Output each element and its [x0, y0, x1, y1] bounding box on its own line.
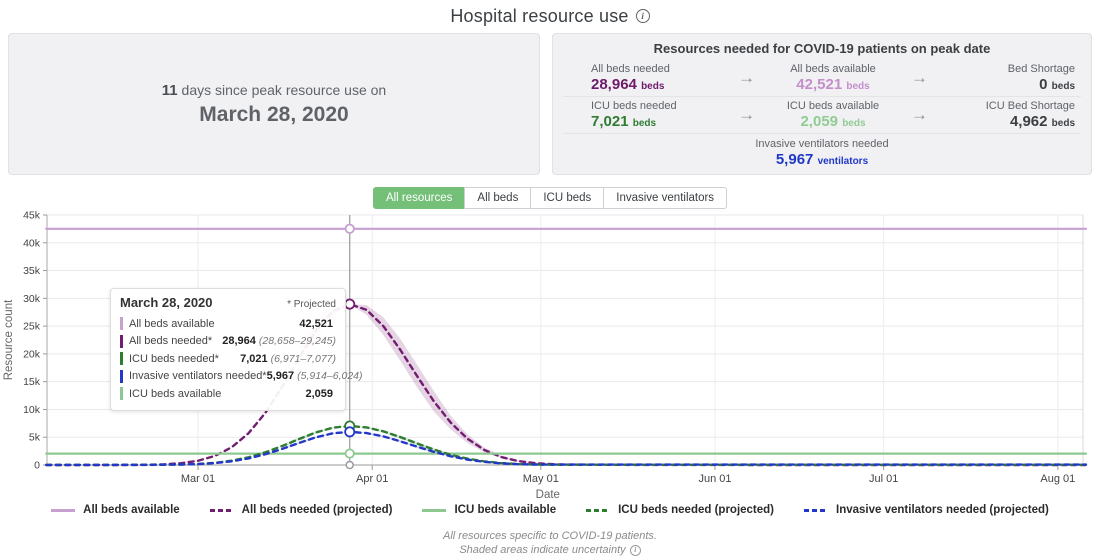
- series-color-bar: [120, 334, 123, 348]
- legend-item[interactable]: All beds available: [51, 504, 180, 516]
- icu-beds-row: ICU beds needed 7,021 beds → ICU beds av…: [563, 97, 1081, 134]
- chart-footnotes: All resources specific to COVID-19 patie…: [0, 529, 1100, 557]
- peak-days-text: 11 days since peak resource use on: [161, 81, 387, 99]
- svg-text:20k: 20k: [23, 348, 41, 360]
- legend-item[interactable]: ICU beds available: [422, 504, 556, 516]
- series-color-bar: [120, 369, 123, 383]
- line-swatch-icon: [51, 508, 76, 512]
- resource-tabs: All resources All beds ICU beds Invasive…: [0, 187, 1100, 209]
- svg-text:30k: 30k: [23, 293, 41, 305]
- tab-all-beds[interactable]: All beds: [464, 187, 532, 209]
- arrow-right-icon: →: [738, 105, 756, 124]
- svg-text:Jun 01: Jun 01: [699, 473, 732, 485]
- resource-chart[interactable]: 0 5k 10k 15k 20k 25k 30k 35k 40k 45k Mar 01 Apr 01 M…: [0, 210, 1100, 501]
- all-beds-needed-stat: All beds needed 28,964 beds: [591, 63, 670, 93]
- ventilators-needed-stat: Invasive ventilators needed 5,967 ventil…: [755, 138, 889, 168]
- bed-shortage-stat: Bed Shortage 0 beds: [1007, 63, 1076, 93]
- icu-beds-needed-stat: ICU beds needed 7,021 beds: [591, 100, 677, 130]
- icu-beds-available-stat: ICU beds available 2,059 beds: [786, 100, 880, 130]
- svg-text:10k: 10k: [23, 404, 41, 416]
- chart-svg: 0 5k 10k 15k 20k 25k 30k 35k 40k 45k Mar 01 Apr 01 M…: [3, 210, 1088, 501]
- line-swatch-icon: [586, 508, 611, 512]
- tooltip-row: ICU beds available 2,059: [120, 385, 336, 403]
- arrow-right-icon: →: [910, 68, 928, 87]
- svg-text:Aug 01: Aug 01: [1040, 473, 1075, 485]
- footnote-line: All resources specific to COVID-19 patie…: [443, 530, 657, 542]
- info-icon[interactable]: i: [629, 544, 641, 556]
- tooltip-row: All beds needed* 28,964 (28,658–29,245): [120, 333, 336, 351]
- svg-text:35k: 35k: [23, 265, 41, 277]
- svg-text:Apr 01: Apr 01: [356, 473, 388, 485]
- tab-all-resources[interactable]: All resources: [372, 187, 466, 209]
- peak-date: March 28, 2020: [199, 102, 349, 126]
- peak-days-count: 11: [161, 81, 178, 99]
- legend-item[interactable]: All beds needed (projected): [209, 504, 392, 516]
- arrow-right-icon: →: [910, 105, 928, 124]
- svg-text:45k: 45k: [23, 210, 41, 222]
- svg-text:Jul 01: Jul 01: [869, 473, 898, 485]
- info-icon[interactable]: i: [635, 9, 650, 23]
- svg-text:Resource count: Resource count: [3, 299, 15, 380]
- footnote-line: Shaded areas indicate uncertainty i: [0, 543, 1100, 557]
- svg-text:Date: Date: [536, 489, 560, 500]
- series-color-bar: [120, 387, 123, 401]
- svg-text:May 01: May 01: [523, 473, 559, 485]
- tooltip-row: ICU beds needed* 7,021 (6,971–7,077): [120, 350, 336, 368]
- chart-legend: All beds available All beds needed (proj…: [0, 504, 1100, 516]
- svg-text:0: 0: [34, 460, 40, 472]
- icu-bed-shortage-stat: ICU Bed Shortage 4,962 beds: [985, 100, 1076, 130]
- line-swatch-icon: [209, 508, 234, 512]
- peak-summary-card: 11 days since peak resource use on March…: [8, 33, 540, 175]
- ventilators-row: Invasive ventilators needed 5,967 ventil…: [563, 134, 1081, 171]
- svg-text:Mar 01: Mar 01: [181, 473, 215, 485]
- all-beds-available-stat: All beds available 42,521 beds: [790, 63, 876, 93]
- line-swatch-icon: [804, 508, 829, 512]
- arrow-right-icon: →: [738, 68, 756, 87]
- tab-icu-beds[interactable]: ICU beds: [530, 187, 605, 209]
- series-color-bar: [120, 352, 123, 366]
- tooltip-row: Invasive ventilators needed* 5,967 (5,914…: [120, 368, 363, 386]
- all-beds-row: All beds needed 28,964 beds → All beds a…: [563, 60, 1081, 97]
- svg-text:15k: 15k: [23, 376, 41, 388]
- legend-item[interactable]: ICU beds needed (projected): [586, 504, 774, 516]
- legend-item[interactable]: Invasive ventilators needed (projected): [804, 504, 1049, 516]
- tooltip-row: All beds available 42,521: [120, 315, 336, 333]
- resources-needed-card: Resources needed for COVID-19 patients o…: [552, 33, 1092, 175]
- svg-text:25k: 25k: [23, 321, 41, 333]
- series-color-bar: [120, 317, 123, 331]
- svg-text:40k: 40k: [23, 237, 41, 249]
- page-title: Hospital resource use: [450, 5, 629, 26]
- line-swatch-icon: [422, 508, 447, 512]
- chart-tooltip: March 28, 2020 * Projected All beds avai…: [110, 288, 363, 411]
- tab-invasive-ventilators[interactable]: Invasive ventilators: [603, 187, 728, 209]
- page-header: Hospital resource use i: [0, 0, 1100, 32]
- tooltip-projected-note: * Projected: [287, 299, 336, 310]
- resources-card-title: Resources needed for COVID-19 patients o…: [653, 41, 991, 56]
- svg-text:5k: 5k: [29, 432, 41, 444]
- tooltip-date: March 28, 2020: [120, 295, 213, 310]
